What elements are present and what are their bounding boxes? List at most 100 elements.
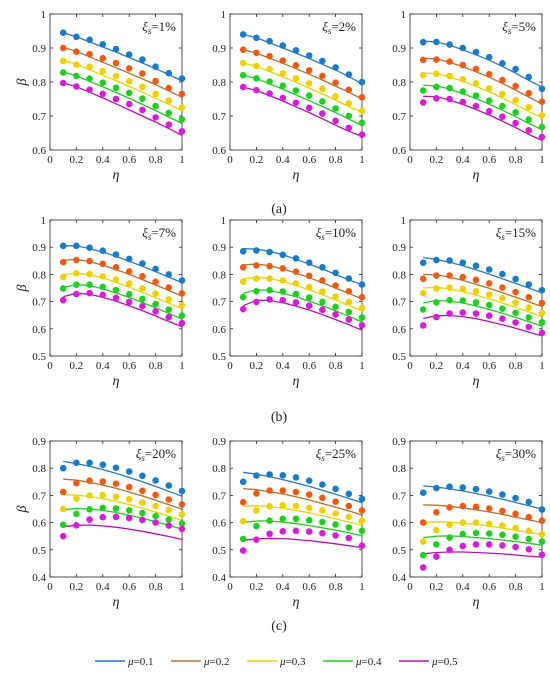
- data-point: [332, 311, 339, 318]
- x-tick-label: 0.2: [430, 360, 444, 372]
- data-point: [345, 524, 353, 531]
- row-label-b: (b): [271, 410, 288, 425]
- data-point: [345, 71, 353, 78]
- y-tick-label: 0.6: [212, 145, 226, 157]
- data-point: [292, 290, 300, 298]
- y-tick-label: 0.5: [392, 545, 406, 557]
- data-point: [59, 79, 67, 87]
- subplot: 0 0.2 0.4 0.6 0.8 1 0.5 0.6 0.7 0.8 0.9 1 η ξs=10%: [212, 215, 366, 389]
- data-point: [358, 119, 366, 127]
- data-point: [446, 257, 453, 264]
- data-point: [125, 291, 133, 298]
- legend-label: μ=0.4: [355, 656, 382, 668]
- data-point: [538, 286, 546, 294]
- data-point: [459, 309, 467, 316]
- x-tick-label: 0.4: [456, 581, 470, 593]
- data-point: [279, 57, 287, 64]
- data-point: [86, 63, 93, 70]
- data-point: [358, 107, 366, 115]
- series-line: [63, 460, 183, 497]
- x-axis-label: η: [113, 595, 120, 610]
- data-point: [112, 45, 120, 53]
- series-line: [423, 273, 543, 308]
- y-tick-label: 0.6: [392, 518, 406, 530]
- data-point: [178, 302, 186, 309]
- legend-label: μ=0.3: [279, 656, 306, 668]
- data-point: [446, 296, 453, 304]
- data-point: [59, 285, 67, 292]
- data-point: [165, 306, 173, 313]
- data-point: [73, 83, 80, 90]
- data-point: [499, 531, 506, 539]
- series-line: [63, 494, 183, 521]
- x-axis-label: η: [293, 168, 300, 183]
- x-tick-label: 0.6: [302, 154, 316, 166]
- data-point: [319, 518, 326, 526]
- data-point: [239, 248, 247, 255]
- data-point: [472, 485, 480, 493]
- data-point: [472, 48, 480, 56]
- data-point: [433, 541, 440, 548]
- data-point: [59, 44, 67, 52]
- data-point: [125, 514, 133, 522]
- data-point: [266, 471, 273, 478]
- data-point: [266, 530, 273, 538]
- row-label-a: (a): [271, 202, 287, 217]
- series-line: [243, 49, 363, 100]
- data-point: [446, 95, 453, 103]
- x-tick-label: 0.2: [70, 360, 84, 372]
- data-point: [433, 256, 440, 264]
- y-tick-label: 0.5: [32, 351, 46, 363]
- data-point: [292, 299, 300, 306]
- damping-ratio-annotation: ξs=7%: [142, 225, 176, 242]
- data-point: [319, 494, 326, 502]
- x-tick-label: 0.6: [482, 581, 496, 593]
- data-point: [266, 275, 273, 282]
- series-line: [423, 40, 543, 88]
- data-point: [538, 319, 546, 326]
- data-point: [239, 478, 247, 486]
- data-point: [419, 275, 427, 283]
- data-point: [73, 256, 80, 264]
- data-point: [419, 551, 427, 559]
- x-tick-label: 0.8: [329, 360, 343, 372]
- data-point: [345, 502, 353, 510]
- data-point: [419, 71, 427, 79]
- data-point: [485, 312, 493, 320]
- series-line: [63, 272, 183, 310]
- data-point: [292, 87, 300, 94]
- data-point: [253, 298, 260, 306]
- x-tick-label: 0.4: [276, 154, 290, 166]
- y-tick-label: 0.9: [212, 43, 226, 55]
- data-point: [433, 484, 440, 492]
- data-point: [538, 309, 546, 317]
- y-tick-label: 0.8: [32, 269, 46, 281]
- x-tick-label: 0.2: [430, 581, 444, 593]
- data-point: [86, 281, 93, 289]
- x-tick-label: 0: [227, 581, 233, 593]
- series-line: [63, 507, 183, 530]
- data-point: [446, 41, 453, 48]
- data-point: [345, 288, 353, 295]
- y-tick-label: 1: [401, 9, 407, 21]
- series-line: [423, 299, 543, 327]
- data-point: [538, 112, 546, 119]
- data-point: [139, 499, 146, 506]
- data-point: [99, 283, 107, 291]
- legend-label: μ=0.1: [127, 656, 154, 668]
- x-tick-label: 0.4: [96, 154, 110, 166]
- data-point: [165, 516, 173, 523]
- x-tick-label: 0.8: [149, 360, 163, 372]
- data-point: [266, 52, 273, 60]
- data-point: [112, 513, 120, 521]
- y-tick-label: 0.6: [32, 518, 46, 530]
- data-point: [485, 53, 493, 61]
- x-axis-label: η: [113, 168, 120, 183]
- series-line: [423, 84, 543, 131]
- data-point: [459, 259, 467, 267]
- series-line: [243, 288, 363, 323]
- data-point: [305, 272, 313, 280]
- x-tick-label: 0: [47, 581, 53, 593]
- data-point: [525, 89, 533, 97]
